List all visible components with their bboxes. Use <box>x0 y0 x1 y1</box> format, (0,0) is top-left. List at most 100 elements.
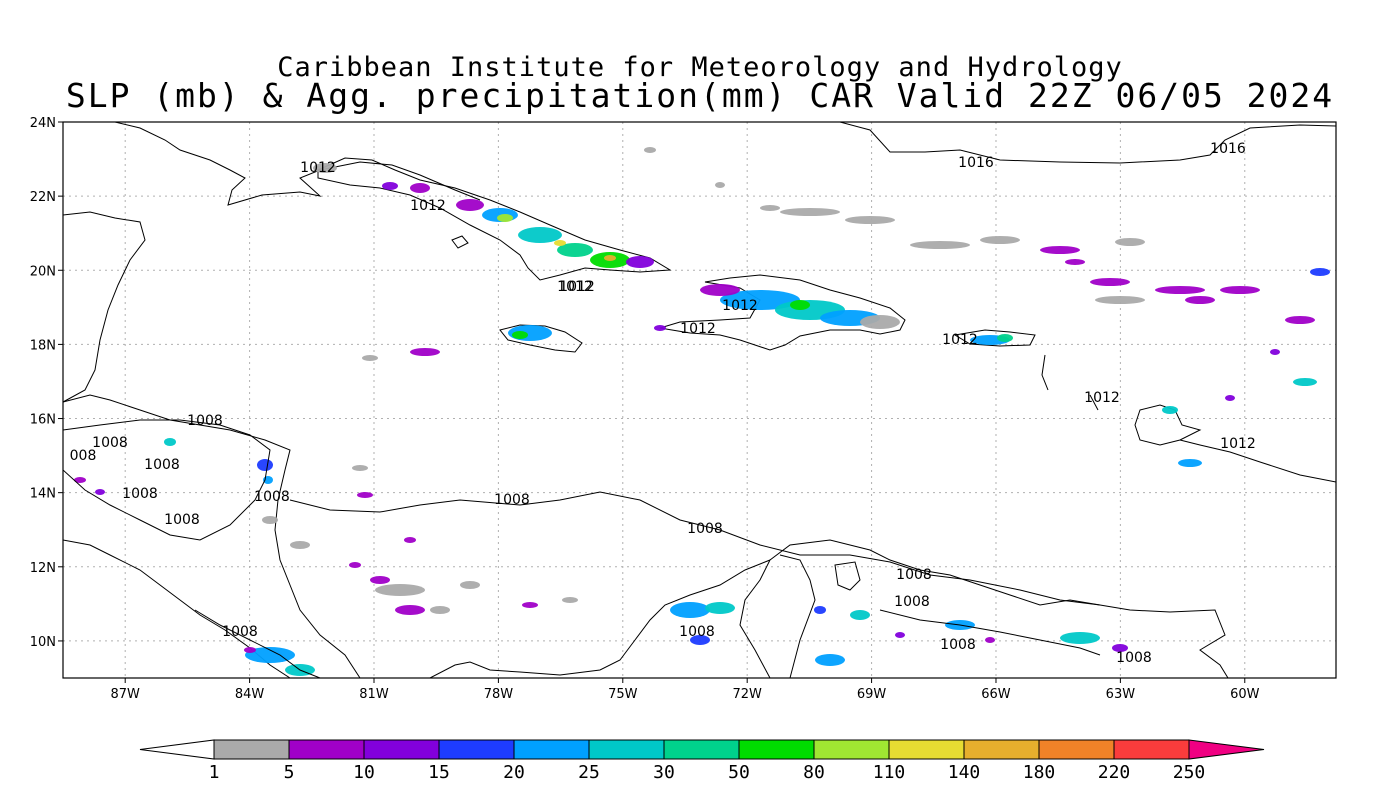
isobar-label: 1008 <box>222 624 258 640</box>
precip-cell <box>1220 286 1260 294</box>
precip-cell <box>313 163 337 173</box>
colorbar-segment <box>813 739 890 760</box>
isobar-label: 1012 <box>557 279 593 295</box>
precip-cell <box>1112 644 1128 652</box>
isobar-label: 1012 <box>559 279 595 295</box>
precip-cell <box>375 584 425 596</box>
lon-tick-label: 78W <box>484 687 514 702</box>
coastline-puerto-rico <box>953 329 1036 347</box>
precip-cell <box>715 182 725 188</box>
precip-cell <box>1310 268 1330 276</box>
precip-cell <box>654 325 666 331</box>
isobar-1008-contour-east <box>879 609 1101 656</box>
colorbar-label: 140 <box>948 762 981 783</box>
isobar-label: 1008 <box>122 486 158 502</box>
isobar-label: 1016 <box>958 155 994 171</box>
lat-tick-label: 22N <box>30 190 56 205</box>
lat-tick-label: 18N <box>30 338 56 353</box>
precip-cell <box>95 489 105 495</box>
coastline-guajira <box>834 561 861 591</box>
lon-tick-label: 81W <box>359 687 389 702</box>
isobar-label: 008 <box>70 448 97 464</box>
isobar-label: 1012 <box>1220 436 1256 452</box>
precip-cell <box>1095 296 1145 304</box>
precip-cell <box>815 654 845 666</box>
precip-cell <box>404 537 416 543</box>
coastline-north <box>114 122 481 206</box>
isobar-label: 1008 <box>92 435 128 451</box>
colorbar-label: 50 <box>728 762 750 783</box>
precip-cell <box>362 355 378 361</box>
precip-cell <box>1155 286 1205 294</box>
colorbar-segment <box>663 739 740 760</box>
isobar-label: 1008 <box>1116 650 1152 666</box>
axis-ticks: 87W 84W 81W 78W 75W 72W 69W 66W 63W 60W 24N 22N 20N 1… <box>30 116 1260 702</box>
colorbar-label: 5 <box>284 762 295 783</box>
lon-tick-label: 84W <box>235 687 265 702</box>
lat-tick-label: 24N <box>30 116 56 131</box>
colorbar-label: 1 <box>209 762 220 783</box>
precip-cell <box>814 606 826 614</box>
precip-cell <box>522 602 538 608</box>
precip-cell <box>512 331 528 339</box>
precip-cell <box>860 315 900 329</box>
lat-tick-label: 16N <box>30 413 56 428</box>
precip-cell <box>1090 278 1130 286</box>
lat-tick-label: 12N <box>30 561 56 576</box>
precip-cell <box>349 562 361 568</box>
colorbar-label: 110 <box>873 762 906 783</box>
isobar-label: 1008 <box>679 624 715 640</box>
colorbar-segment <box>1038 739 1115 760</box>
colorbar-label: 15 <box>428 762 450 783</box>
isobar-1008-contour <box>289 491 1101 606</box>
precip-cell <box>1285 316 1315 324</box>
precip-cell <box>690 635 710 645</box>
coastline-yucatan <box>63 211 146 403</box>
precip-cell <box>557 243 593 257</box>
precip-cell <box>352 465 368 471</box>
precip-cell <box>562 597 578 603</box>
precip-cell <box>644 147 656 153</box>
chart-subtitle: SLP (mb) & Agg. precipitation(mm) CAR Va… <box>65 76 1335 115</box>
isobar-label: 1008 <box>254 489 290 505</box>
isobar-label: 1016 <box>1210 141 1246 157</box>
colorbar-label: 30 <box>653 762 675 783</box>
precip-cell <box>1065 259 1085 265</box>
isobar-label: 1008 <box>494 492 530 508</box>
coastline-south-america <box>429 559 772 678</box>
precip-cell <box>1270 349 1280 355</box>
isobar-1008-contour-south <box>194 609 321 678</box>
colorbar-label: 80 <box>803 762 825 783</box>
precip-cell <box>1040 246 1080 254</box>
precip-cell <box>700 284 740 296</box>
colorbar-segment <box>888 739 965 760</box>
coastline-se-land <box>1179 439 1336 483</box>
isobar-label: 1008 <box>940 637 976 653</box>
colorbar-segment <box>363 739 440 760</box>
colorbar-label: 180 <box>1023 762 1056 783</box>
coastline-antilles <box>1041 354 1202 446</box>
colorbar-label: 250 <box>1173 762 1206 783</box>
colorbar-label: 220 <box>1098 762 1131 783</box>
precip-cell <box>1293 378 1317 386</box>
colorbar-segment <box>963 739 1040 760</box>
colorbar-under-triangle <box>139 739 215 760</box>
precip-cell <box>760 205 780 211</box>
precip-cell <box>290 541 310 549</box>
isobar-labels: 1012 1012 1016 1016 1012 1012 1012 1012 1012 1012… <box>70 141 1256 666</box>
isobar-label: 1012 <box>722 298 758 314</box>
precip-cell <box>850 610 870 620</box>
precip-cell <box>257 459 273 471</box>
precip-cell <box>382 182 398 190</box>
precip-cell <box>262 516 278 524</box>
isobar-label: 1008 <box>164 512 200 528</box>
precip-cell <box>518 227 562 243</box>
isobar-label: 1012 <box>942 332 978 348</box>
isobar-label: 1008 <box>187 413 223 429</box>
lon-tick-label: 63W <box>1106 687 1136 702</box>
colorbar-segment <box>1113 739 1190 760</box>
isobar-contours <box>63 419 1101 678</box>
lon-tick-label: 87W <box>110 687 140 702</box>
isobar-label: 1008 <box>144 457 180 473</box>
